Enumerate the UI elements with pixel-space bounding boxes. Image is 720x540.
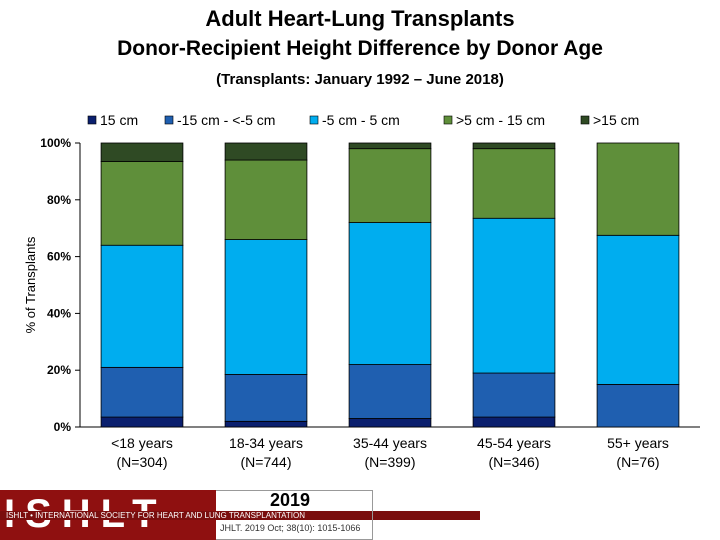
y-axis-label: % of Transplants: [23, 236, 38, 333]
bar-segment: [100, 244, 184, 368]
bar-segment: [472, 372, 556, 418]
legend-label: 15 cm: [100, 112, 138, 128]
bar-segment: [596, 142, 680, 236]
y-tick-label: 60%: [47, 250, 71, 264]
logo-band: [0, 511, 480, 520]
chart-subtitle: Donor-Recipient Height Difference by Don…: [117, 37, 603, 60]
bar-segment: [348, 148, 432, 223]
bar-segment: [472, 148, 556, 219]
citation: JHLT. 2019 Oct; 38(10): 1015-1066: [220, 523, 361, 533]
x-tick-label: 35-44 years: [353, 435, 427, 451]
legend-label: -5 cm - 5 cm: [322, 112, 400, 128]
legend-swatch: [443, 115, 453, 125]
bar-segment: [472, 142, 556, 150]
y-tick-label: 100%: [40, 136, 71, 150]
x-tick-label: 45-54 years: [477, 435, 551, 451]
chart-period: (Transplants: January 1992 – June 2018): [216, 71, 504, 88]
legend-swatch: [580, 115, 590, 125]
bar-segment: [100, 366, 184, 418]
bar-segment: [348, 222, 432, 365]
y-tick-label: 40%: [47, 306, 71, 320]
bar-segment: [224, 420, 308, 428]
bar-segment: [100, 142, 184, 162]
x-tick-label: 55+ years: [607, 435, 669, 451]
bar-segment: [224, 142, 308, 161]
report-year: 2019: [270, 490, 311, 510]
bar-segment: [596, 383, 680, 428]
bar-segment: [224, 159, 308, 240]
bar-segment: [596, 234, 680, 385]
legend-label: >5 cm - 15 cm: [456, 112, 545, 128]
bar-segment: [348, 418, 432, 428]
logo-tagline: ISHLT • INTERNATIONAL SOCIETY FOR HEART …: [6, 511, 306, 520]
bar-segment: [224, 239, 308, 375]
bar-segment: [100, 416, 184, 428]
bar-segment: [224, 374, 308, 422]
bar-segment: [472, 416, 556, 428]
legend-label: -15 cm - <-5 cm: [177, 112, 275, 128]
legend-swatch: [87, 115, 97, 125]
legend-swatch: [164, 115, 174, 125]
y-tick-label: 80%: [47, 193, 71, 207]
x-tick-label: (N=399): [365, 454, 416, 470]
chart-title: Adult Heart-Lung Transplants: [205, 6, 515, 31]
bar-segment: [100, 161, 184, 246]
y-tick-label: 0%: [54, 420, 72, 434]
bar-segment: [348, 142, 432, 150]
x-tick-label: (N=304): [117, 454, 168, 470]
x-tick-label: <18 years: [111, 435, 173, 451]
bar-segment: [348, 364, 432, 419]
x-tick-label: (N=346): [489, 454, 540, 470]
x-tick-label: 18-34 years: [229, 435, 303, 451]
legend-label: >15 cm: [593, 112, 639, 128]
y-tick-label: 20%: [47, 363, 71, 377]
x-tick-label: (N=76): [616, 454, 659, 470]
x-tick-label: (N=744): [241, 454, 292, 470]
bar-segment: [472, 217, 556, 374]
legend-swatch: [309, 115, 319, 125]
